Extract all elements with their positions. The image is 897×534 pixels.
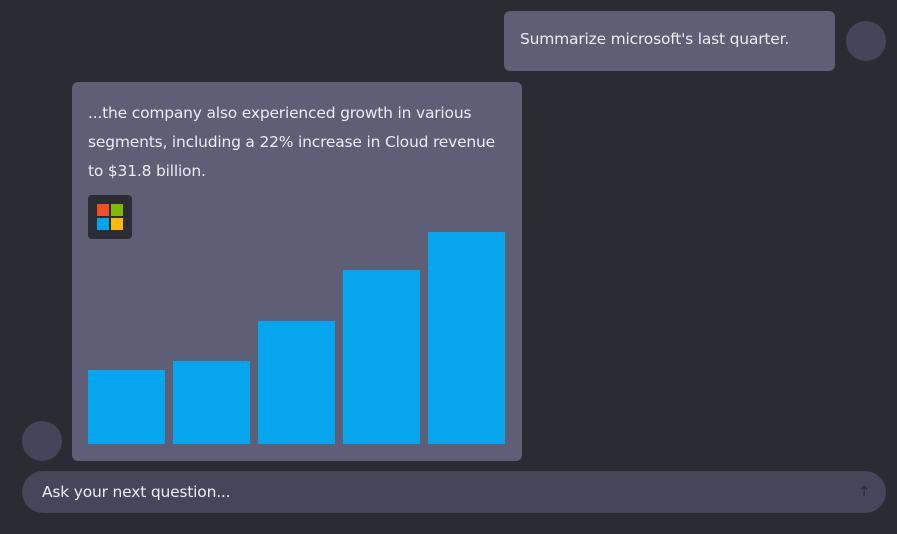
question-input-placeholder: Ask your next question... (42, 483, 231, 501)
chart-bar-4 (343, 270, 420, 444)
user-message-text: Summarize microsoft's last quarter. (520, 30, 790, 48)
chart-bar-3 (258, 321, 335, 444)
chart-bar-5 (428, 232, 505, 444)
assistant-message-text: ...the company also experienced growth i… (88, 104, 496, 180)
microsoft-logo-icon (88, 195, 132, 239)
chart-bar-2 (173, 361, 250, 444)
user-avatar (846, 21, 886, 61)
question-input[interactable]: Ask your next question... ↑ (22, 471, 886, 513)
assistant-message: ...the company also experienced growth i… (72, 82, 522, 461)
assistant-avatar (22, 421, 62, 461)
user-message: Summarize microsoft's last quarter. (504, 11, 835, 71)
chart-bar-1 (88, 369, 165, 444)
arrow-up-icon[interactable]: ↑ (858, 484, 870, 500)
